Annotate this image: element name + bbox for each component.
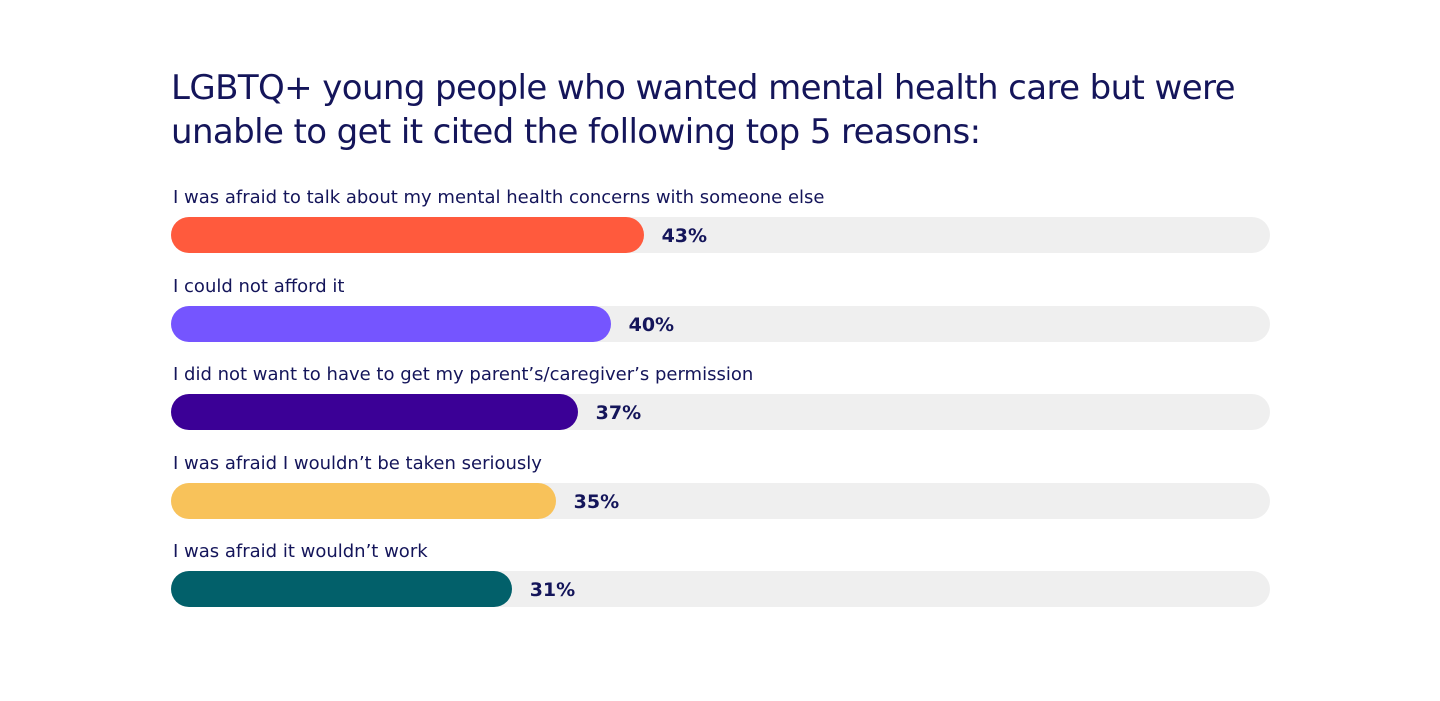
bar-row: I did not want to have to get my parent’…: [171, 363, 1270, 452]
bar-value-label: 37%: [595, 402, 642, 424]
bar-category-label: I could not afford it: [173, 275, 345, 297]
bar-track: [171, 217, 1270, 253]
bar-row: I was afraid I wouldn’t be taken serious…: [171, 452, 1270, 541]
bar-value-label: 40%: [628, 313, 675, 336]
bar-row: I was afraid it wouldn’t work 31%: [171, 540, 1270, 629]
bar-category-label: I was afraid I wouldn’t be taken serious…: [173, 452, 542, 474]
bar: [171, 482, 556, 519]
bar-category-label: I did not want to have to get my parent’…: [173, 364, 754, 385]
bar-track: [171, 305, 1270, 342]
bar-value-label: 31%: [529, 579, 576, 601]
bar-track: [171, 394, 1270, 430]
bar: [171, 217, 644, 253]
bar-category-label: I was afraid it wouldn’t work: [173, 541, 428, 562]
bar: [171, 305, 611, 342]
bar-value-label: 35%: [573, 490, 620, 513]
bar: [171, 394, 578, 430]
chart-title: LGBTQ+ young people who wanted mental he…: [171, 68, 1236, 152]
bar-track: [171, 571, 1270, 607]
bar-track: [171, 482, 1270, 519]
chart: LGBTQ+ young people who wanted mental he…: [171, 66, 1270, 629]
bar-category-label: I was afraid to talk about my mental hea…: [173, 187, 825, 208]
bar-rows: I was afraid to talk about my mental hea…: [171, 186, 1270, 629]
bar-value-label: 43%: [661, 225, 708, 247]
bar: [171, 571, 512, 607]
bar-row: I could not afford it 40%: [171, 275, 1270, 364]
bar-row: I was afraid to talk about my mental hea…: [171, 186, 1270, 275]
